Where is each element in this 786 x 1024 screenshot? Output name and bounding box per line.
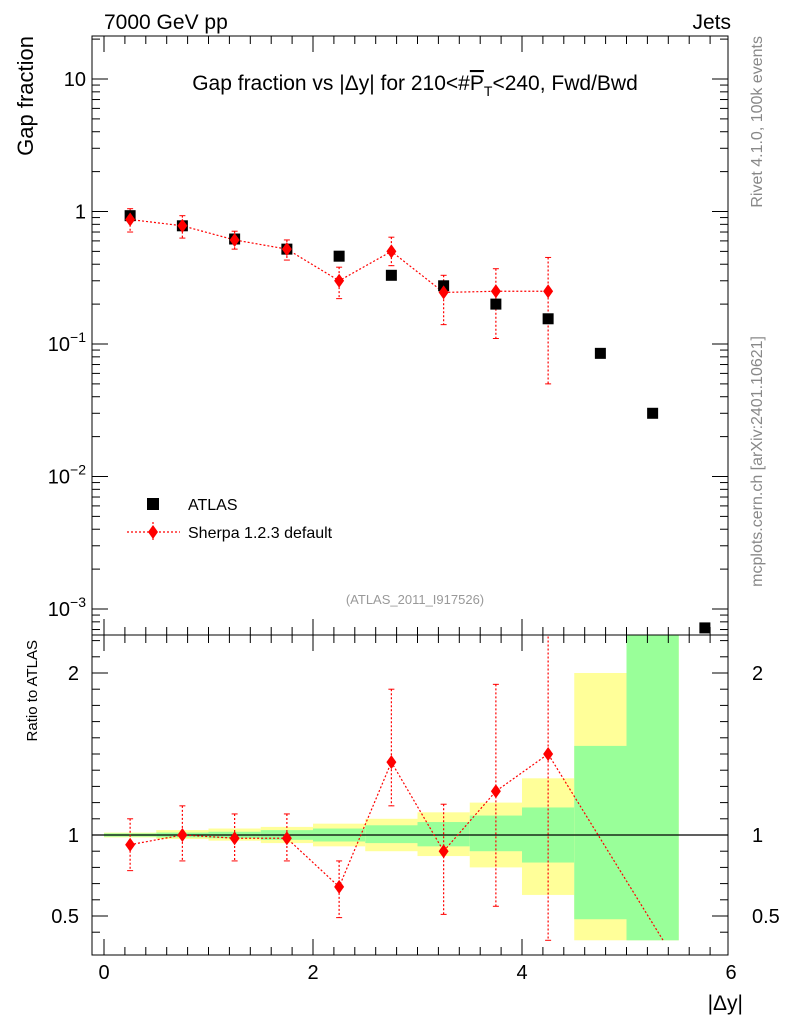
atlas-point-7 — [490, 298, 502, 310]
atlas-point-10 — [647, 407, 659, 419]
main-series — [124, 208, 711, 634]
xtick-label-0: 0 — [98, 962, 109, 984]
main-ytick-label-4: 10 — [64, 69, 86, 91]
atlas-point-8 — [542, 313, 554, 325]
ratio-ytick-label-left-0: 0.5 — [51, 906, 79, 928]
main-ytick-label-1: 10−2 — [48, 462, 86, 489]
xtick-label-1: 2 — [307, 962, 318, 984]
xtick-label-2: 4 — [516, 962, 527, 984]
energy-label: 7000 GeV pp — [104, 11, 228, 34]
ratio-ytick-label-right-2: 2 — [752, 663, 763, 685]
atlas-point-4 — [333, 250, 345, 262]
ratio-sherpa-point-8 — [543, 747, 554, 761]
ratio-ytick-label-right-0: 0.5 — [752, 906, 780, 928]
atlas-point-5 — [385, 269, 397, 281]
sherpa-point-3 — [281, 242, 292, 257]
main-frame — [91, 35, 729, 636]
ratio-sherpa-point-1 — [177, 828, 188, 842]
ratio-sherpa-point-4 — [334, 879, 345, 894]
main-ytick-label-0: 10−3 — [48, 594, 86, 621]
sherpa-point-4 — [334, 273, 345, 288]
sherpa-point-1 — [177, 218, 188, 233]
ratio-xlabel: |Δy| — [708, 992, 743, 1015]
process-label: Jets — [692, 11, 731, 34]
ratio-frame — [91, 634, 729, 956]
title-prefix: Gap fraction vs |Δy| for 210<# — [192, 72, 470, 95]
rivet-label: Rivet 4.1.0, 100k events — [749, 36, 766, 208]
main-ytick-label-2: 10−1 — [48, 329, 86, 356]
legend-atlas-label: ATLAS — [188, 497, 238, 514]
title-suffix: <240, Fwd/Bwd — [492, 72, 637, 95]
ratio-ytick-label-left-2: 2 — [68, 663, 79, 685]
sherpa-point-2 — [229, 232, 240, 247]
legend-atlas-marker — [147, 498, 159, 510]
atlas-point-9 — [594, 347, 606, 359]
ratio-sherpa-point-3 — [281, 831, 292, 846]
ratio-sherpa-point-7 — [490, 784, 501, 799]
sherpa-point-5 — [386, 244, 397, 259]
band-inner-10 — [626, 635, 679, 941]
ratio-ytick-label-left-1: 1 — [68, 825, 79, 847]
ratio-sherpa-point-5 — [386, 755, 397, 770]
main-ytick-label-3: 1 — [75, 202, 86, 224]
band-inner-9 — [574, 745, 627, 920]
legend: ATLAS Sherpa 1.2.3 default — [127, 497, 333, 542]
atlas-point-11 — [699, 622, 711, 634]
mcplots-label: mcplots.cern.ch [arXiv:2401.10621] — [749, 336, 766, 587]
analysis-label: (ATLAS_2011_I917526) — [346, 592, 484, 607]
ratio-sherpa-point-6 — [438, 844, 449, 859]
ratio-ytick-label-right-1: 1 — [752, 825, 763, 847]
sherpa-point-7 — [490, 284, 501, 299]
ratio-sherpa-point-2 — [229, 831, 240, 846]
legend-sherpa-marker — [148, 525, 158, 539]
title-p: P — [470, 72, 484, 95]
sherpa-point-8 — [543, 284, 554, 299]
ratio-sherpa-point-0 — [125, 837, 136, 852]
main-ylabel: Gap fraction — [13, 36, 38, 156]
title-t-subscript: T — [484, 83, 493, 99]
xtick-label-3: 6 — [725, 962, 736, 984]
legend-sherpa-label: Sherpa 1.2.3 default — [188, 525, 333, 542]
ratio-ylabel: Ratio to ATLAS — [24, 640, 41, 741]
band-inner-5 — [365, 825, 418, 844]
ratio-sherpa-series — [125, 635, 664, 941]
sherpa-point-0 — [125, 212, 136, 227]
ratio-sherpa-line — [130, 753, 664, 941]
chart-title: Gap fraction vs |Δy| for 210<#PT<240, Fw… — [192, 72, 638, 99]
sherpa-point-6 — [438, 285, 449, 300]
axes: 10−3 10−2 10−1 1 10 0.5 0.5 1 1 2 2 0 2 4 6 — [48, 35, 780, 984]
